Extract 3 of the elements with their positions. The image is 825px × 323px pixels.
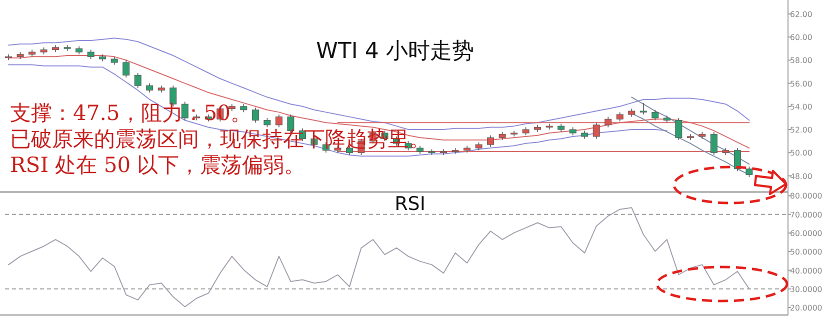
annotation: RSI 处在 50 以下，震荡偏弱。 — [10, 153, 306, 177]
chart-title: RSI — [394, 193, 426, 215]
text: WTI 4 小时走势 — [316, 39, 474, 64]
